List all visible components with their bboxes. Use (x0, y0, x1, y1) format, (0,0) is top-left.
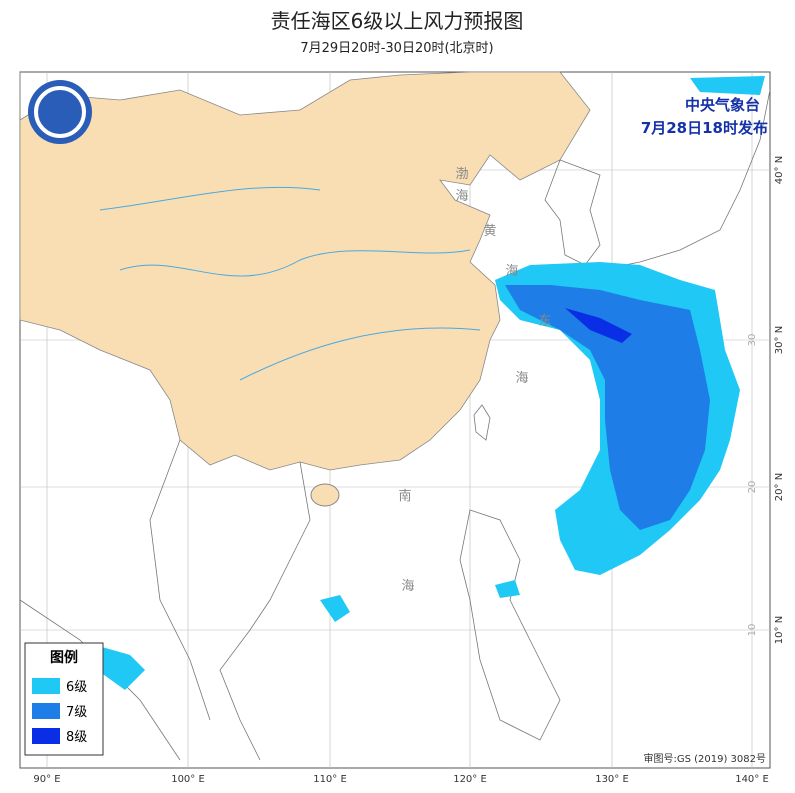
longitude-label: 130° E (595, 774, 629, 785)
longitude-label: 140° E (735, 774, 769, 785)
latitude-label: 10° N (774, 616, 785, 644)
inner-latitude-label: 20 (747, 481, 758, 494)
issuer: 中央气象台 (685, 96, 760, 114)
legend-label: 7级 (66, 705, 87, 720)
china-land (19, 71, 591, 471)
legend-label: 8级 (66, 730, 87, 745)
title: 责任海区6级以上风力预报图 (271, 9, 524, 33)
latitude-label: 20° N (774, 473, 785, 501)
wind-areas (95, 76, 765, 690)
approval: 审图号:GS (2019) 3082号 (643, 752, 766, 765)
legend-swatch (32, 728, 60, 744)
legend-title: 图例 (50, 649, 78, 666)
sea-label: 东 (538, 314, 551, 329)
legend: 图例 6级 7级 8级 (24, 642, 104, 756)
river (99, 186, 481, 381)
sea-label: 海 (401, 579, 414, 594)
latitude-label: 40° N (774, 156, 785, 184)
wind-area-6 (95, 645, 145, 690)
coastline (459, 509, 561, 741)
issue-time: 7月28日18时发布 (641, 119, 768, 137)
wind-area-6 (320, 595, 350, 622)
inner-latitude-label: 10 (747, 624, 758, 637)
logo (34, 86, 86, 138)
hainan (310, 483, 340, 507)
sea-label: 海 (515, 371, 528, 386)
longitude-label: 110° E (313, 774, 347, 785)
longitude-label: 100° E (171, 774, 205, 785)
legend-swatch (32, 703, 60, 719)
sea-label: 黄 (483, 224, 496, 239)
wind-area-6 (495, 580, 520, 598)
wind-area-8 (565, 308, 632, 343)
legend-label: 6级 (66, 680, 87, 695)
subtitle: 7月29日20时-30日20时(北京时) (300, 41, 493, 56)
sea-label: 渤 (455, 166, 468, 182)
taiwan (473, 404, 491, 441)
coastline (149, 439, 311, 761)
inner-latitude-label: 30 (747, 334, 758, 347)
sea-label: 海 (505, 264, 518, 279)
longitude-label: 90° E (33, 774, 60, 785)
legend-swatch (32, 678, 60, 694)
sea-label: 南 (398, 488, 411, 504)
wind-area-6 (690, 76, 765, 95)
sea-label: 海 (455, 189, 468, 204)
wind-area-7 (505, 285, 710, 530)
longitude-label: 120° E (453, 774, 487, 785)
latitude-label: 30° N (774, 326, 785, 354)
